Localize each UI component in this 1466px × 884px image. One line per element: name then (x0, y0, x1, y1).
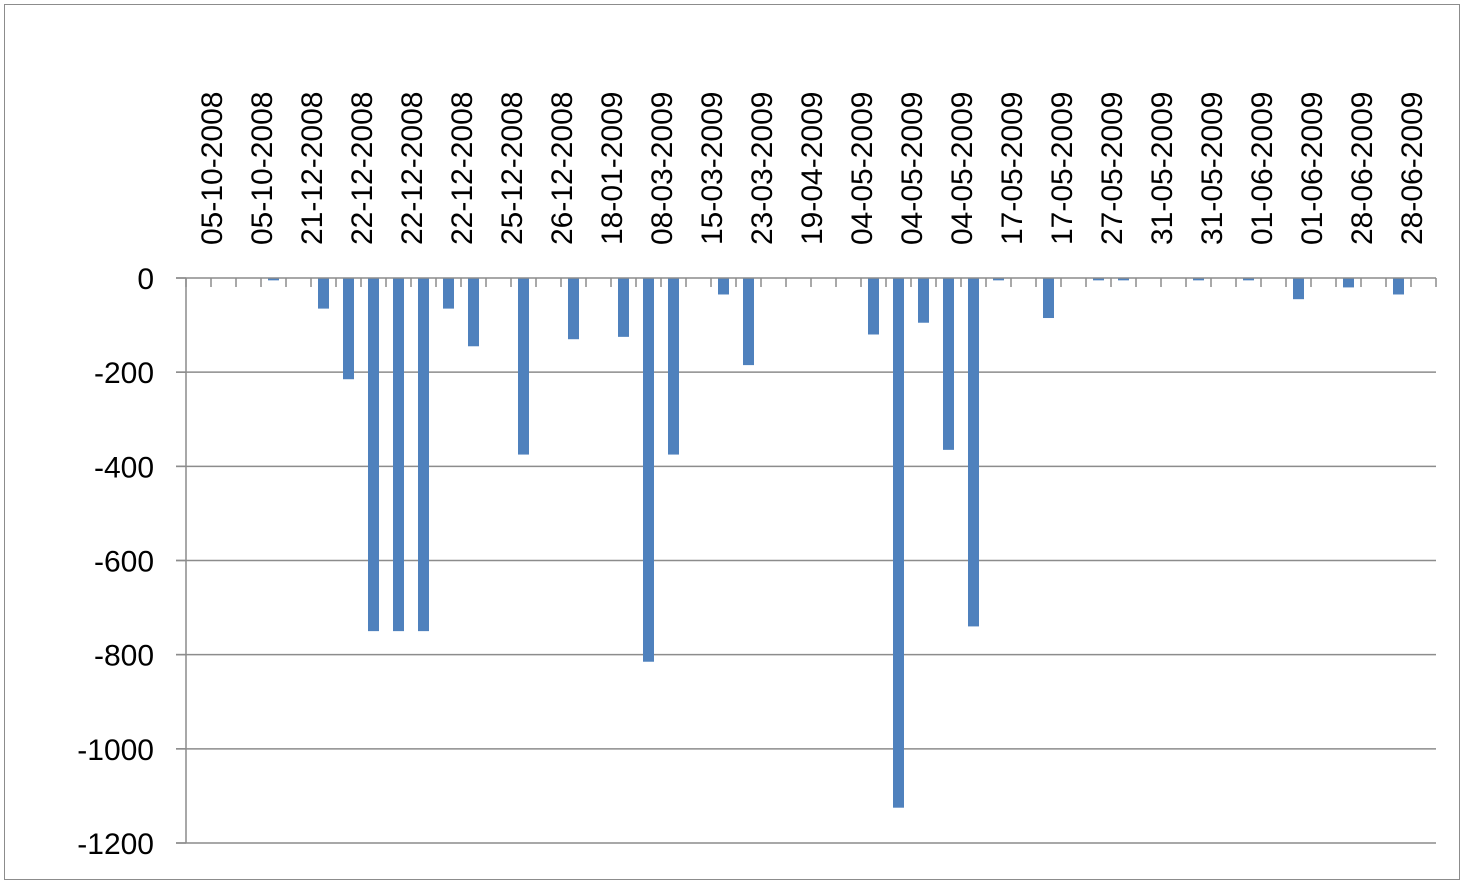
x-tick-label: 31-05-2009 (1196, 92, 1229, 245)
axes (176, 277, 1437, 844)
x-tick-label: 01-06-2009 (1296, 92, 1329, 245)
bar (1193, 278, 1204, 281)
bar (1043, 278, 1054, 319)
bar (1293, 278, 1304, 300)
bar (468, 278, 479, 347)
bar (943, 278, 954, 450)
y-tick-labels: 0 -200 -400 -600 -800 -1000 -1200 (77, 263, 154, 861)
x-tick-label: 15-03-2009 (696, 92, 729, 245)
x-tick-label: 27-05-2009 (1096, 92, 1129, 245)
x-tick-label: 21-12-2008 (296, 92, 329, 245)
bar (868, 278, 879, 335)
y-tick-label: -1000 (77, 734, 154, 767)
x-tick-label: 22-12-2008 (346, 92, 379, 245)
bar-chart: 0-200-400-600-800-1000-1200 05-10-2008 05… (77, 92, 1437, 861)
bar (893, 278, 904, 808)
bar (968, 278, 979, 627)
x-tick-label: 05-10-2008 (246, 92, 279, 245)
y-tick-label: -200 (94, 357, 154, 390)
x-tick-label: 04-05-2009 (846, 92, 879, 245)
bars (268, 278, 1404, 808)
x-tick-label: 26-12-2008 (546, 92, 579, 245)
x-tick-label: 08-03-2009 (646, 92, 679, 245)
bar (1393, 278, 1404, 295)
bar (918, 278, 929, 323)
x-tick-label: 28-06-2009 (1346, 92, 1379, 245)
chart-frame: 0 -200 -400 -600 -800 -1000 -1200 05-10-2008 05… (4, 4, 1460, 880)
x-tick-label: 28-06-2009 (1396, 92, 1429, 245)
bar (318, 278, 329, 309)
x-tick-label: 22-12-2008 (396, 92, 429, 245)
x-tick-label: 31-05-2009 (1146, 92, 1179, 245)
y-tick-label: 0 (137, 263, 154, 296)
x-tick-label: 25-12-2008 (496, 92, 529, 245)
bar (718, 278, 729, 295)
x-tick-labels: 05-10-2008 05-10-2008 21-12-2008 22-12-2008… (196, 92, 1429, 245)
bar (1243, 278, 1254, 281)
x-tick-label: 22-12-2008 (446, 92, 479, 245)
bar (1093, 278, 1104, 281)
bar (518, 278, 529, 455)
bar (1118, 278, 1129, 281)
x-tick-label: 19-04-2009 (796, 92, 829, 245)
bar (418, 278, 429, 632)
bar (368, 278, 379, 632)
y-tick-label: -800 (94, 640, 154, 673)
gridlines (176, 371, 1436, 844)
x-tick-label: 17-05-2009 (996, 92, 1029, 245)
x-tick-label: 17-05-2009 (1046, 92, 1079, 245)
x-tick-label: 05-10-2008 (196, 92, 229, 245)
y-tick-label: -400 (94, 451, 154, 484)
bar (343, 278, 354, 380)
bar (568, 278, 579, 340)
bar (268, 278, 279, 281)
bar (643, 278, 654, 662)
x-tick-label: 18-01-2009 (596, 92, 629, 245)
y-tick-label: -600 (94, 546, 154, 579)
y-tick-label: -1200 (77, 828, 154, 861)
x-tick-label: 23-03-2009 (746, 92, 779, 245)
bar (668, 278, 679, 455)
x-tick-label: 01-06-2009 (1246, 92, 1279, 245)
bar (618, 278, 629, 337)
x-tick-label: 04-05-2009 (896, 92, 929, 245)
bar (393, 278, 404, 632)
bar (443, 278, 454, 309)
bar (1343, 278, 1354, 288)
bar (993, 278, 1004, 281)
x-tick-label: 04-05-2009 (946, 92, 979, 245)
bar (743, 278, 754, 366)
